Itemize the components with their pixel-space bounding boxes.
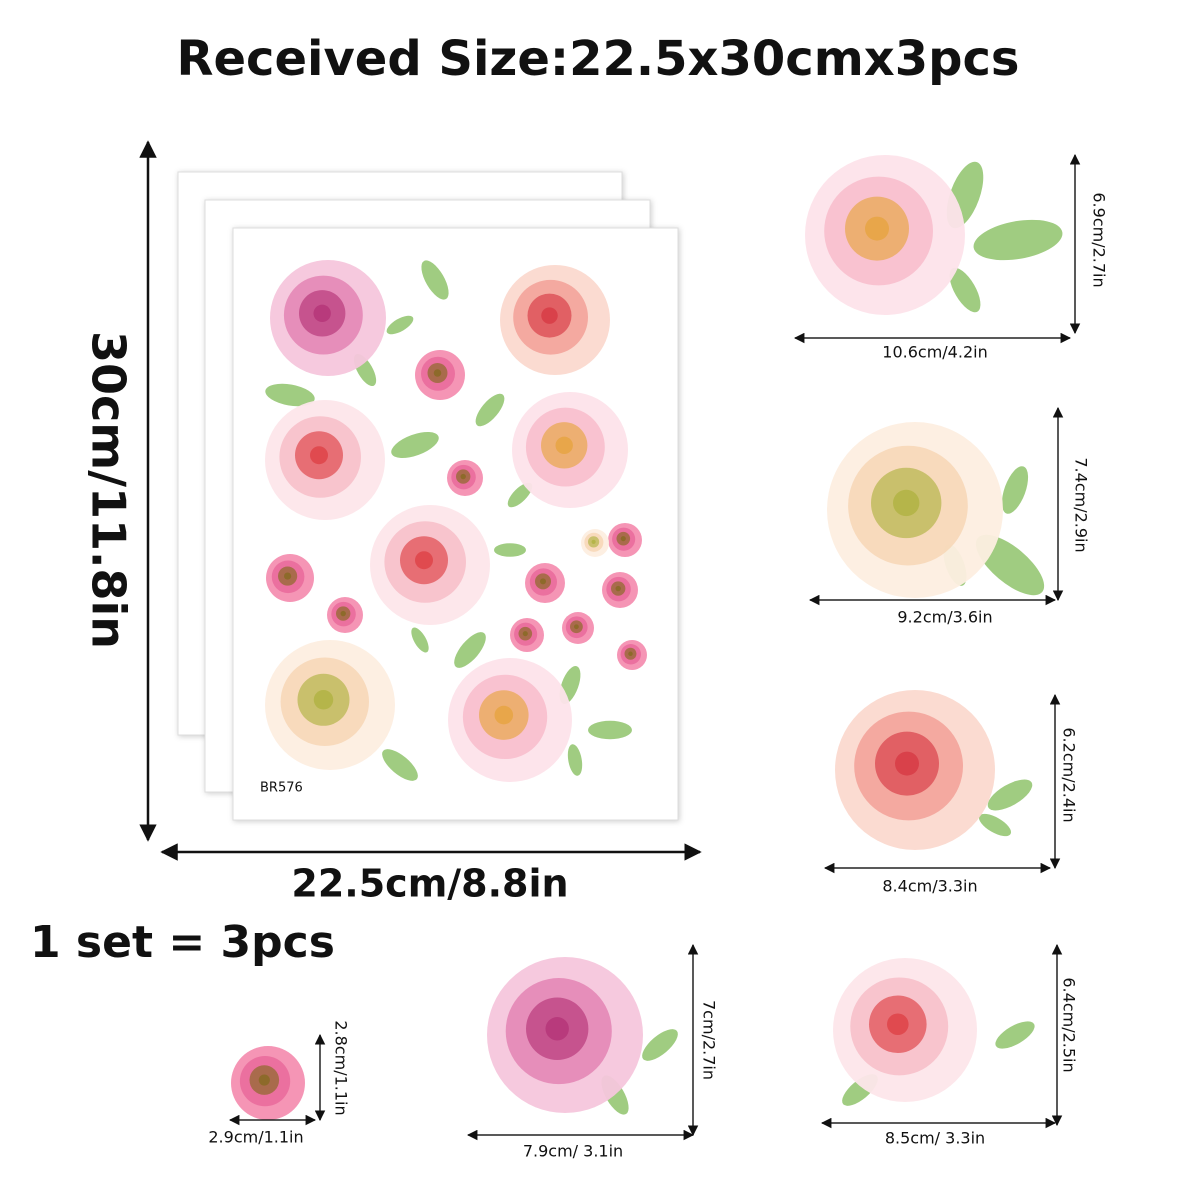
- center: [310, 446, 328, 465]
- leaf: [507, 482, 533, 508]
- leaf: [1001, 466, 1029, 514]
- leaf: [995, 1021, 1035, 1049]
- center: [574, 624, 579, 630]
- center: [494, 705, 514, 725]
- leaf: [411, 627, 429, 653]
- width-label: 8.5cm/ 3.3in: [885, 1129, 985, 1148]
- center: [433, 369, 442, 377]
- center: [313, 690, 334, 710]
- leaf: [475, 393, 505, 427]
- sticker: 8.4cm/3.3in 6.2cm/2.4in: [823, 690, 1079, 896]
- center: [620, 536, 626, 542]
- leaf: [973, 219, 1063, 261]
- leaf: [588, 720, 632, 740]
- height-label: 6.4cm/2.5in: [1060, 977, 1079, 1072]
- width-label: 8.4cm/3.3in: [882, 877, 977, 896]
- center: [460, 473, 466, 480]
- sheet-width: 22.5cm/8.8in: [291, 862, 568, 906]
- center: [415, 551, 433, 570]
- leaf: [382, 749, 418, 781]
- center: [545, 1017, 569, 1041]
- center: [895, 751, 919, 776]
- width-label: 2.9cm/1.1in: [208, 1128, 303, 1147]
- center: [893, 489, 920, 517]
- height-label: 6.9cm/2.7in: [1090, 192, 1109, 287]
- sticker: 8.5cm/ 3.3in 6.4cm/2.5in: [820, 943, 1079, 1148]
- leaf: [421, 260, 449, 300]
- center: [540, 578, 546, 585]
- center: [313, 304, 331, 323]
- center: [591, 539, 596, 544]
- leaf: [391, 431, 439, 459]
- sticker: 10.6cm/4.2in 6.9cm/2.7in: [793, 153, 1109, 362]
- height-label: 7cm/2.7in: [700, 1000, 719, 1080]
- leaf: [386, 315, 414, 335]
- leaf: [642, 1029, 678, 1061]
- center: [541, 307, 558, 324]
- leaf: [265, 383, 315, 407]
- center: [887, 1013, 909, 1036]
- width-label: 10.6cm/4.2in: [882, 343, 987, 362]
- sticker: 7.9cm/ 3.1in 7cm/2.7in: [466, 943, 719, 1161]
- height-label: 6.2cm/2.4in: [1060, 727, 1079, 822]
- leaf: [978, 813, 1012, 837]
- center: [258, 1074, 270, 1086]
- sheet-height: 30cm/11.8in: [82, 331, 136, 649]
- center: [628, 651, 633, 657]
- height-label: 7.4cm/2.9in: [1072, 457, 1091, 552]
- center: [522, 631, 528, 637]
- sheet-stickers: [265, 260, 647, 782]
- title: Received Size:22.5x30cmx3pcs: [177, 31, 1020, 87]
- center: [555, 436, 573, 455]
- center: [340, 610, 346, 617]
- leaf: [987, 779, 1033, 811]
- leaf: [567, 744, 583, 776]
- sheet-code: BR576: [260, 781, 303, 796]
- sticker: 9.2cm/3.6in 7.4cm/2.9in: [808, 406, 1091, 627]
- set-label: 1 set = 3pcs: [30, 917, 335, 968]
- width-label: 9.2cm/3.6in: [897, 608, 992, 627]
- width-label: 7.9cm/ 3.1in: [523, 1142, 623, 1161]
- center: [865, 216, 889, 241]
- sticker-sizes: 10.6cm/4.2in 6.9cm/2.7in 9.2cm/3.6in 7.4cm/…: [208, 153, 1109, 1161]
- leaf: [949, 267, 981, 313]
- center: [615, 585, 621, 592]
- sticker: 2.9cm/1.1in 2.8cm/1.1in: [208, 1020, 350, 1146]
- leaf: [494, 543, 526, 557]
- center: [284, 572, 292, 580]
- height-label: 2.8cm/1.1in: [332, 1020, 351, 1115]
- leaf: [454, 632, 486, 668]
